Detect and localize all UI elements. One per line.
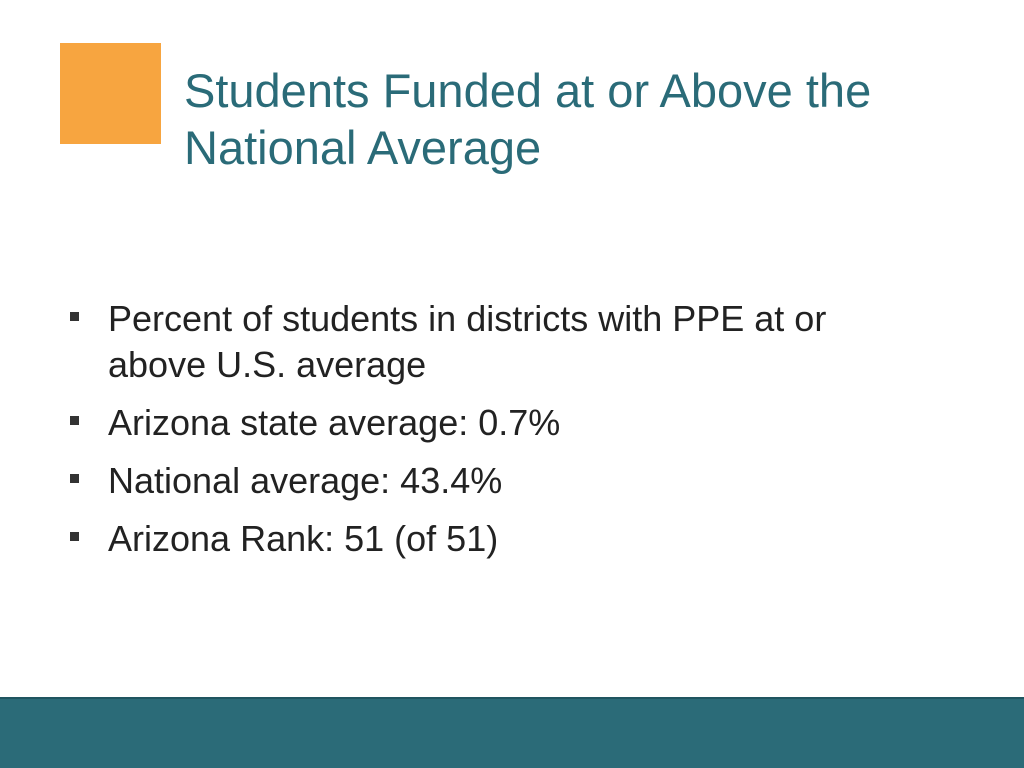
bullet-text: Percent of students in districts with PP…: [108, 298, 827, 339]
bullet-list: Percent of students in districts with PP…: [70, 296, 970, 574]
bullet-text: above U.S. average: [108, 344, 427, 385]
bullet-text: National average: 43.4%: [108, 460, 503, 501]
square-bullet-icon: [70, 532, 79, 541]
bullet-item: National average: 43.4%: [70, 458, 970, 504]
bullet-item: Percent of students in districts with PP…: [70, 296, 970, 388]
title-line: Students Funded at or Above the: [184, 64, 872, 117]
square-bullet-icon: [70, 312, 79, 321]
square-bullet-icon: [70, 416, 79, 425]
slide-title: Students Funded at or Above the National…: [184, 62, 984, 176]
bullet-text: Arizona Rank: 51 (of 51): [108, 518, 499, 559]
title-line: National Average: [184, 121, 542, 174]
accent-square: [60, 43, 161, 144]
bullet-item: Arizona state average: 0.7%: [70, 400, 970, 446]
bullet-text: Arizona state average: 0.7%: [108, 402, 561, 443]
footer-bar: [0, 697, 1024, 768]
bullet-item: Arizona Rank: 51 (of 51): [70, 516, 970, 562]
square-bullet-icon: [70, 474, 79, 483]
